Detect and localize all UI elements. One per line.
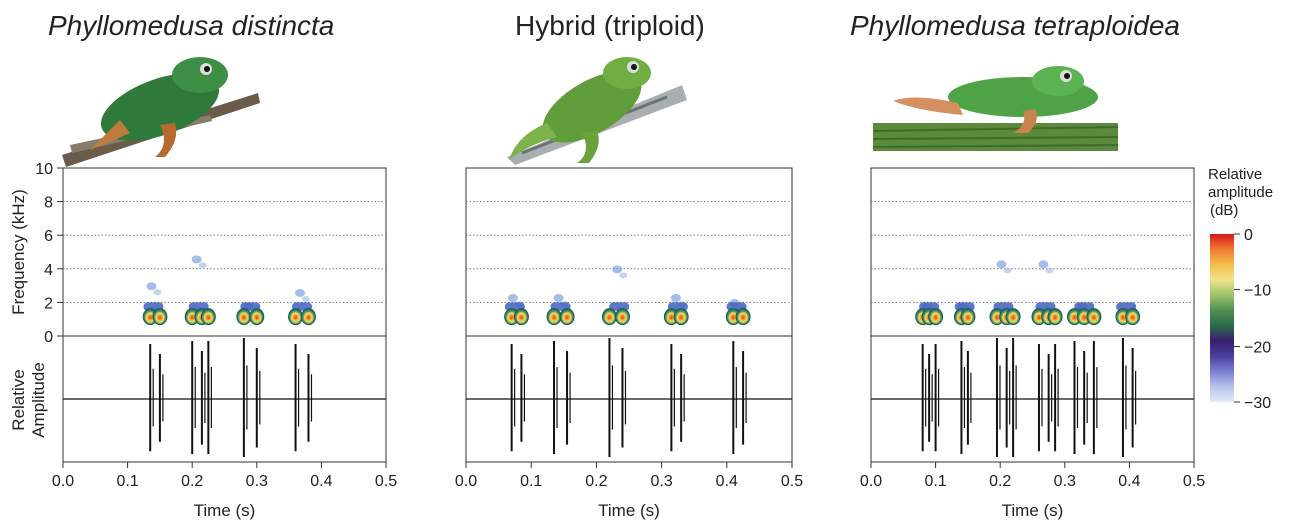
harmonic-mark bbox=[153, 289, 162, 296]
harmonic-mark bbox=[1003, 267, 1012, 274]
harmonic-mark bbox=[191, 255, 202, 264]
time-tick-label: 0.1 bbox=[116, 473, 138, 490]
harmonic-mark bbox=[198, 262, 207, 269]
legend-tick-label: −30 bbox=[1244, 395, 1271, 412]
freq-tick-label: 10 bbox=[35, 161, 53, 178]
time-axis-label: Time (s) bbox=[1002, 501, 1064, 520]
time-tick-label: 0.5 bbox=[781, 473, 803, 490]
harmonic-mark bbox=[146, 282, 157, 291]
note-energy-blob bbox=[614, 308, 630, 326]
time-tick-label: 0.2 bbox=[585, 473, 607, 490]
harmonic-mark bbox=[670, 294, 681, 302]
harmonic-mark bbox=[996, 260, 1007, 269]
note-energy-blob bbox=[300, 308, 316, 326]
note-energy-blob bbox=[601, 308, 617, 326]
note-energy-blob bbox=[1047, 308, 1063, 326]
time-tick-label: 0.4 bbox=[1118, 473, 1140, 490]
note-energy-blob bbox=[236, 308, 252, 326]
time-tick-label: 0.3 bbox=[650, 473, 672, 490]
time-axis-label: Time (s) bbox=[598, 501, 660, 520]
freq-tick-label: 2 bbox=[44, 295, 53, 312]
note-energy-blob bbox=[1005, 308, 1021, 326]
time-tick-label: 0.0 bbox=[52, 473, 74, 490]
note-energy-blob bbox=[928, 308, 944, 326]
note-midband bbox=[1074, 302, 1095, 311]
note-energy-blob bbox=[1125, 308, 1141, 326]
harmonic-mark bbox=[507, 294, 518, 302]
note-energy-blob bbox=[1086, 308, 1102, 326]
harmonic-mark bbox=[612, 265, 623, 274]
note-energy-blob bbox=[200, 308, 216, 326]
frog-hybrid-illustration bbox=[507, 57, 687, 165]
note-energy-blob bbox=[513, 308, 529, 326]
note-energy-blob bbox=[960, 308, 976, 326]
time-tick-label: 0.4 bbox=[310, 473, 332, 490]
harmonic-mark bbox=[619, 272, 628, 279]
frog-tetraploidea-illustration bbox=[873, 66, 1118, 151]
harmonic-mark bbox=[302, 295, 311, 302]
harmonic-mark bbox=[1045, 267, 1054, 274]
amplitude-axis-label-line2: Amplitude bbox=[29, 362, 48, 438]
panel-title-hybrid: Hybrid (triploid) bbox=[515, 10, 705, 41]
legend-title: Relative amplitude (dB) bbox=[1208, 166, 1273, 220]
note-energy-blob bbox=[559, 308, 575, 326]
panel-title-tetraploidea: Phyllomedusa tetraploidea bbox=[850, 10, 1180, 41]
frog-distincta-illustration bbox=[62, 57, 260, 167]
legend-title-line1: Relative bbox=[1208, 166, 1263, 183]
time-tick-label: 0.4 bbox=[716, 473, 738, 490]
legend-tick-label: −20 bbox=[1244, 340, 1271, 357]
time-tick-label: 0.5 bbox=[1183, 473, 1205, 490]
time-tick-label: 0.0 bbox=[860, 473, 882, 490]
time-tick-label: 0.0 bbox=[455, 473, 477, 490]
amplitude-axis-label-line1: Relative bbox=[9, 369, 28, 430]
freq-tick-label: 8 bbox=[44, 195, 53, 212]
frequency-axis-label: Frequency (kHz) bbox=[9, 189, 28, 315]
legend-tick-label: −10 bbox=[1244, 282, 1271, 299]
freq-tick-label: 6 bbox=[44, 228, 53, 245]
note-energy-blob bbox=[249, 308, 265, 326]
harmonic-mark bbox=[295, 288, 306, 297]
note-energy-blob bbox=[735, 308, 751, 326]
note-energy-blob bbox=[546, 308, 562, 326]
freq-tick-label: 0 bbox=[44, 329, 53, 346]
harmonic-mark bbox=[553, 294, 564, 302]
time-axis-label: Time (s) bbox=[194, 501, 256, 520]
time-tick-label: 0.2 bbox=[181, 473, 203, 490]
freq-tick-label: 4 bbox=[44, 262, 53, 279]
panel-title-distincta: Phyllomedusa distincta bbox=[48, 10, 335, 41]
time-tick-label: 0.1 bbox=[520, 473, 542, 490]
legend-title-line3: (dB) bbox=[1210, 202, 1239, 219]
harmonic-mark bbox=[1038, 260, 1049, 269]
time-tick-label: 0.3 bbox=[1054, 473, 1076, 490]
note-energy-blob bbox=[152, 308, 168, 326]
time-tick-label: 0.2 bbox=[989, 473, 1011, 490]
note-energy-blob bbox=[288, 308, 304, 326]
legend-title-line2: amplitude bbox=[1208, 184, 1274, 201]
legend-colorbar bbox=[1210, 234, 1234, 402]
time-tick-label: 0.5 bbox=[375, 473, 397, 490]
legend-tick-label: 0 bbox=[1244, 227, 1253, 244]
time-tick-label: 0.3 bbox=[246, 473, 268, 490]
note-energy-blob bbox=[673, 308, 689, 326]
time-tick-label: 0.1 bbox=[924, 473, 946, 490]
spectrogram-frame-0 bbox=[62, 167, 387, 337]
